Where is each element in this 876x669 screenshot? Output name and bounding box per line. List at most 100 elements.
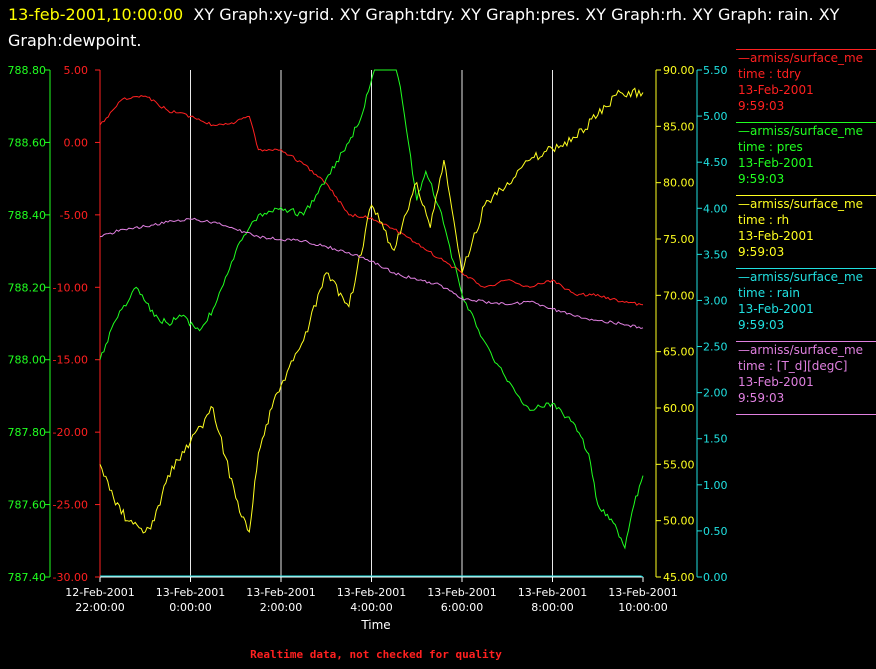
rain-tick-label: 3.00	[703, 294, 728, 307]
pres-tick-label: 788.40	[8, 209, 47, 222]
legend-date: 13-Feb-2001	[738, 156, 814, 170]
legend-label: time : rh	[738, 213, 790, 227]
x-tick-label: 13-Feb-2001 8:00:00	[518, 586, 587, 614]
temp-tick-label: -25.00	[53, 499, 88, 512]
x-tick-label: 13-Feb-2001 0:00:00	[156, 586, 225, 614]
pres-tick-label: 787.60	[8, 499, 47, 512]
x-tick-label-line: 13-Feb-2001	[518, 586, 587, 599]
x-tick-label-line: 13-Feb-2001	[337, 586, 406, 599]
x-tick-label-line: 13-Feb-2001	[427, 586, 496, 599]
rh-tick-label: 85.00	[663, 120, 695, 133]
x-tick-label-line: 13-Feb-2001	[156, 586, 225, 599]
x-tick-label-line: 2:00:00	[260, 601, 302, 614]
pres-tick-label: 787.80	[8, 426, 47, 439]
legend-time: 9:59:03	[738, 318, 785, 332]
legend-time: 9:59:03	[738, 172, 785, 186]
temp-tick-label: -30.00	[53, 571, 88, 584]
x-tick-label: 13-Feb-2001 2:00:00	[246, 586, 315, 614]
pres-tick-label: 788.80	[8, 64, 47, 77]
pres-tick-label: 788.20	[8, 281, 47, 294]
pres-tick-label: 787.40	[8, 571, 47, 584]
legend-time: 9:59:03	[738, 245, 785, 259]
legend-source: —armiss/surface_me	[738, 270, 864, 284]
x-tick-label-line: 12-Feb-2001	[65, 586, 134, 599]
legend-label: time : pres	[738, 140, 803, 154]
x-tick-label-line: 13-Feb-2001	[246, 586, 315, 599]
rain-tick-label: 2.00	[703, 387, 728, 400]
rain-tick-label: 1.50	[703, 433, 728, 446]
series-line-pres	[99, 69, 644, 550]
temp-tick-label: -10.00	[53, 281, 88, 294]
x-tick-label: 12-Feb-2001 22:00:00	[65, 586, 134, 614]
x-tick-label-line: 10:00:00	[618, 601, 667, 614]
series-lines	[99, 69, 644, 578]
x-tick-label: 13-Feb-2001 4:00:00	[337, 586, 406, 614]
series-line-rh	[99, 87, 644, 534]
x-tick-label-line: 0:00:00	[169, 601, 211, 614]
rh-tick-label: 80.00	[663, 177, 695, 190]
legend-time: 9:59:03	[738, 99, 785, 113]
temp-tick-label: 5.00	[64, 64, 89, 77]
x-tick-label-line: 22:00:00	[75, 601, 124, 614]
legend-label: time : tdry	[738, 67, 802, 81]
quality-notice: Realtime data, not checked for quality	[250, 648, 502, 661]
legend: —armiss/surface_me time : tdry 13-Feb-2001…	[736, 49, 876, 415]
x-tick-label: 13-Feb-2001 6:00:00	[427, 586, 496, 614]
x-tick-label-line: 4:00:00	[350, 601, 392, 614]
rain-tick-label: 3.50	[703, 248, 728, 261]
legend-date: 13-Feb-2001	[738, 83, 814, 97]
rh-tick-label: 50.00	[663, 515, 695, 528]
legend-date: 13-Feb-2001	[738, 375, 814, 389]
legend-source: —armiss/surface_me	[738, 197, 864, 211]
rh-tick-label: 55.00	[663, 458, 695, 471]
rain-tick-label: 5.50	[703, 64, 728, 77]
grid-lines	[190, 70, 553, 577]
series-line-rain	[100, 575, 644, 578]
series-line-dewpoint	[99, 217, 644, 330]
x-tick-label-line: 8:00:00	[531, 601, 573, 614]
rain-tick-label: 0.50	[703, 525, 728, 538]
rh-tick-label: 70.00	[663, 289, 695, 302]
legend-source: —armiss/surface_me	[738, 343, 864, 357]
rh-tick-label: 75.00	[663, 233, 695, 246]
legend-time: 9:59:03	[738, 391, 785, 405]
x-tick-label: 13-Feb-2001 10:00:00	[608, 586, 677, 614]
rain-tick-label: 1.00	[703, 479, 728, 492]
rh-tick-label: 60.00	[663, 402, 695, 415]
title-timestamp: 13-feb-2001,10:00:00	[8, 5, 184, 24]
rain-tick-label: 4.50	[703, 156, 728, 169]
temp-tick-label: 0.00	[64, 136, 89, 149]
rh-tick-label: 65.00	[663, 346, 695, 359]
x-tick-label-line: 6:00:00	[441, 601, 483, 614]
x-tick-label-line: 13-Feb-2001	[608, 586, 677, 599]
rh-tick-label: 90.00	[663, 64, 695, 77]
title-text: XY Graph:xy-grid. XY Graph:tdry. XY Grap…	[8, 5, 840, 50]
chart-title: 13-feb-2001,10:00:00 XY Graph:xy-grid. X…	[8, 2, 868, 54]
x-axis-label: Time	[360, 618, 390, 632]
rain-tick-label: 0.00	[703, 571, 728, 584]
legend-source: —armiss/surface_me	[738, 51, 864, 65]
rain-tick-label: 2.50	[703, 341, 728, 354]
legend-label: time : rain	[738, 286, 801, 300]
rh-tick-label: 45.00	[663, 571, 695, 584]
legend-bottom-rule	[736, 414, 876, 415]
pres-tick-label: 788.00	[8, 354, 47, 367]
legend-date: 13-Feb-2001	[738, 302, 814, 316]
legend-date: 13-Feb-2001	[738, 229, 814, 243]
pres-tick-label: 788.60	[8, 136, 47, 149]
temp-tick-label: -15.00	[53, 354, 88, 367]
temp-tick-label: -20.00	[53, 426, 88, 439]
rain-tick-label: 4.00	[703, 202, 728, 215]
legend-label: time : [T_d][degC]	[738, 359, 848, 373]
legend-source: —armiss/surface_me	[738, 124, 864, 138]
temp-tick-label: -5.00	[60, 209, 88, 222]
series-line-tdry	[99, 95, 644, 306]
rain-tick-label: 5.00	[703, 110, 728, 123]
